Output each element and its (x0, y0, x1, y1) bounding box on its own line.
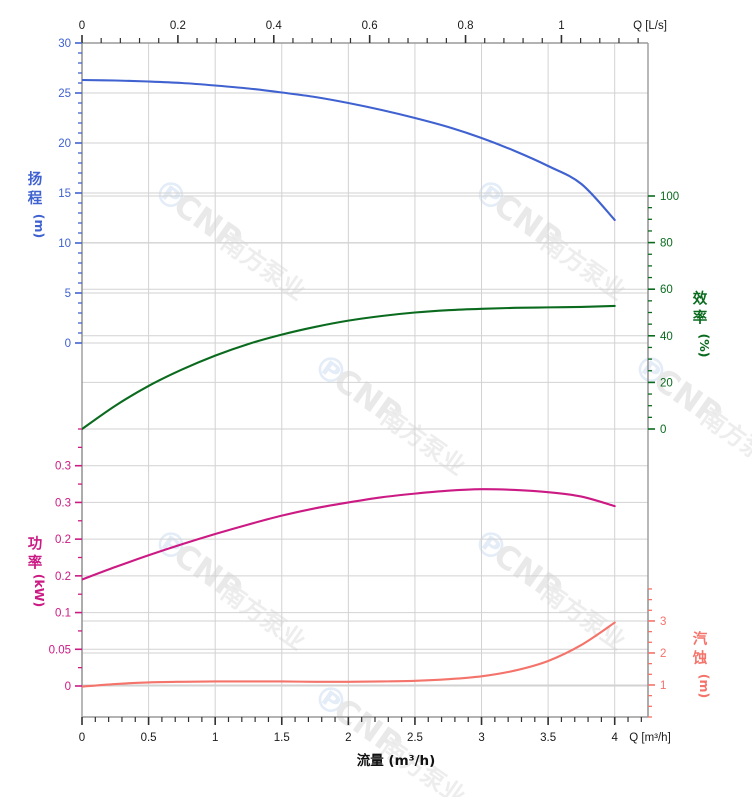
y-axis-tick-label-head: 10 (58, 238, 71, 250)
x-axis-unit-label-bottom: Q [m³/h] (629, 732, 671, 744)
y-axis-tick-label-head: 0 (65, 338, 71, 350)
y-axis-tick-label-efficiency: 20 (660, 377, 673, 389)
y-axis-tick-label-head: 5 (65, 288, 71, 300)
y-axis-tick-label-power: 0.3 (55, 497, 71, 509)
y-axis-unit-efficiency: (%) (697, 334, 712, 358)
y-axis-tick-label-efficiency: 40 (660, 331, 673, 343)
x-axis-tick-label-top: 0.8 (458, 20, 474, 32)
y-axis-tick-label-power: 0.05 (49, 644, 71, 656)
y-axis-tick-label-power: 0.3 (55, 461, 71, 473)
y-axis-tick-label-power: 0.2 (55, 571, 71, 583)
grid-layer (81, 42, 648, 717)
x-axis-tick-label-bottom: 0 (79, 732, 85, 744)
y-axis-title-head: 扬 (28, 170, 43, 188)
x-axis-tick-label-bottom: 3 (478, 732, 484, 744)
y-axis-tick-label-efficiency: 80 (660, 238, 673, 250)
y-axis-title-npsh: 蚀 (692, 649, 708, 667)
y-axis-tick-label-head: 30 (58, 38, 71, 50)
x-axis-tick-label-bottom: 1.5 (274, 732, 290, 744)
curve-power (82, 488, 616, 581)
x-axis-tick-label-bottom: 3.5 (540, 732, 556, 744)
curves-layer (82, 78, 616, 688)
y-axis-tick-label-npsh: 1 (660, 680, 666, 692)
y-axis-title-power: 率 (28, 553, 43, 571)
y-axis-tick-label-power: 0.1 (55, 608, 71, 620)
y-axis-tick-label-efficiency: 60 (660, 284, 673, 296)
y-axis-title-head: 程 (28, 190, 43, 207)
x-axis-tick-label-top: 0.6 (362, 20, 378, 32)
x-axis-tick-label-bottom: 2.5 (407, 732, 423, 744)
y-axis-title-npsh: 汽 (693, 630, 708, 648)
y-axis-tick-label-power: 0 (65, 681, 71, 693)
y-axis-title-power: 功 (28, 535, 43, 552)
x-axis-tick-label-bottom: 2 (345, 732, 351, 744)
y-axis-tick-label-efficiency: 100 (660, 191, 679, 203)
y-axis-tick-label-npsh: 3 (660, 616, 666, 628)
x-axis-tick-label-top: 1 (558, 20, 564, 32)
labels-layer: 0 0.5 1 1.5 2 2.5 3 3.5 4 Q [m³/h] 流量 (m³/h) 0 0.2 0.… (28, 20, 712, 769)
y-axis-title-efficiency: 率 (693, 308, 708, 326)
x-axis-unit-label-top: Q [L/s] (633, 20, 667, 32)
y-axis-tick-label-head: 20 (58, 138, 71, 150)
y-axis-tick-label-npsh: 2 (660, 648, 666, 660)
x-axis-tick-label-bottom: 1 (212, 732, 218, 744)
y-axis-tick-label-efficiency: 0 (660, 424, 666, 436)
curve-efficiency (82, 304, 616, 431)
y-axis-tick-label-head: 25 (58, 88, 71, 100)
x-axis-tick-label-top: 0 (79, 20, 85, 32)
y-axis-unit-power: (kW) (32, 574, 47, 608)
x-axis-title: 流量 (m³/h) (357, 752, 436, 769)
curve-npsh (82, 621, 616, 688)
y-axis-title-efficiency: 效 (693, 289, 708, 307)
y-axis-unit-head: (m) (32, 214, 47, 238)
x-axis-tick-label-bottom: 4 (612, 732, 619, 744)
curve-head (82, 78, 616, 222)
x-axis-tick-label-top: 0.4 (266, 20, 283, 32)
y-axis-tick-label-power: 0.2 (55, 534, 71, 546)
y-axis-unit-npsh: (m) (697, 674, 712, 698)
x-axis-tick-label-bottom: 0.5 (141, 732, 157, 744)
axes-layer (75, 35, 655, 725)
y-axis-tick-label-head: 15 (58, 188, 71, 200)
x-axis-tick-label-top: 0.2 (170, 20, 186, 32)
